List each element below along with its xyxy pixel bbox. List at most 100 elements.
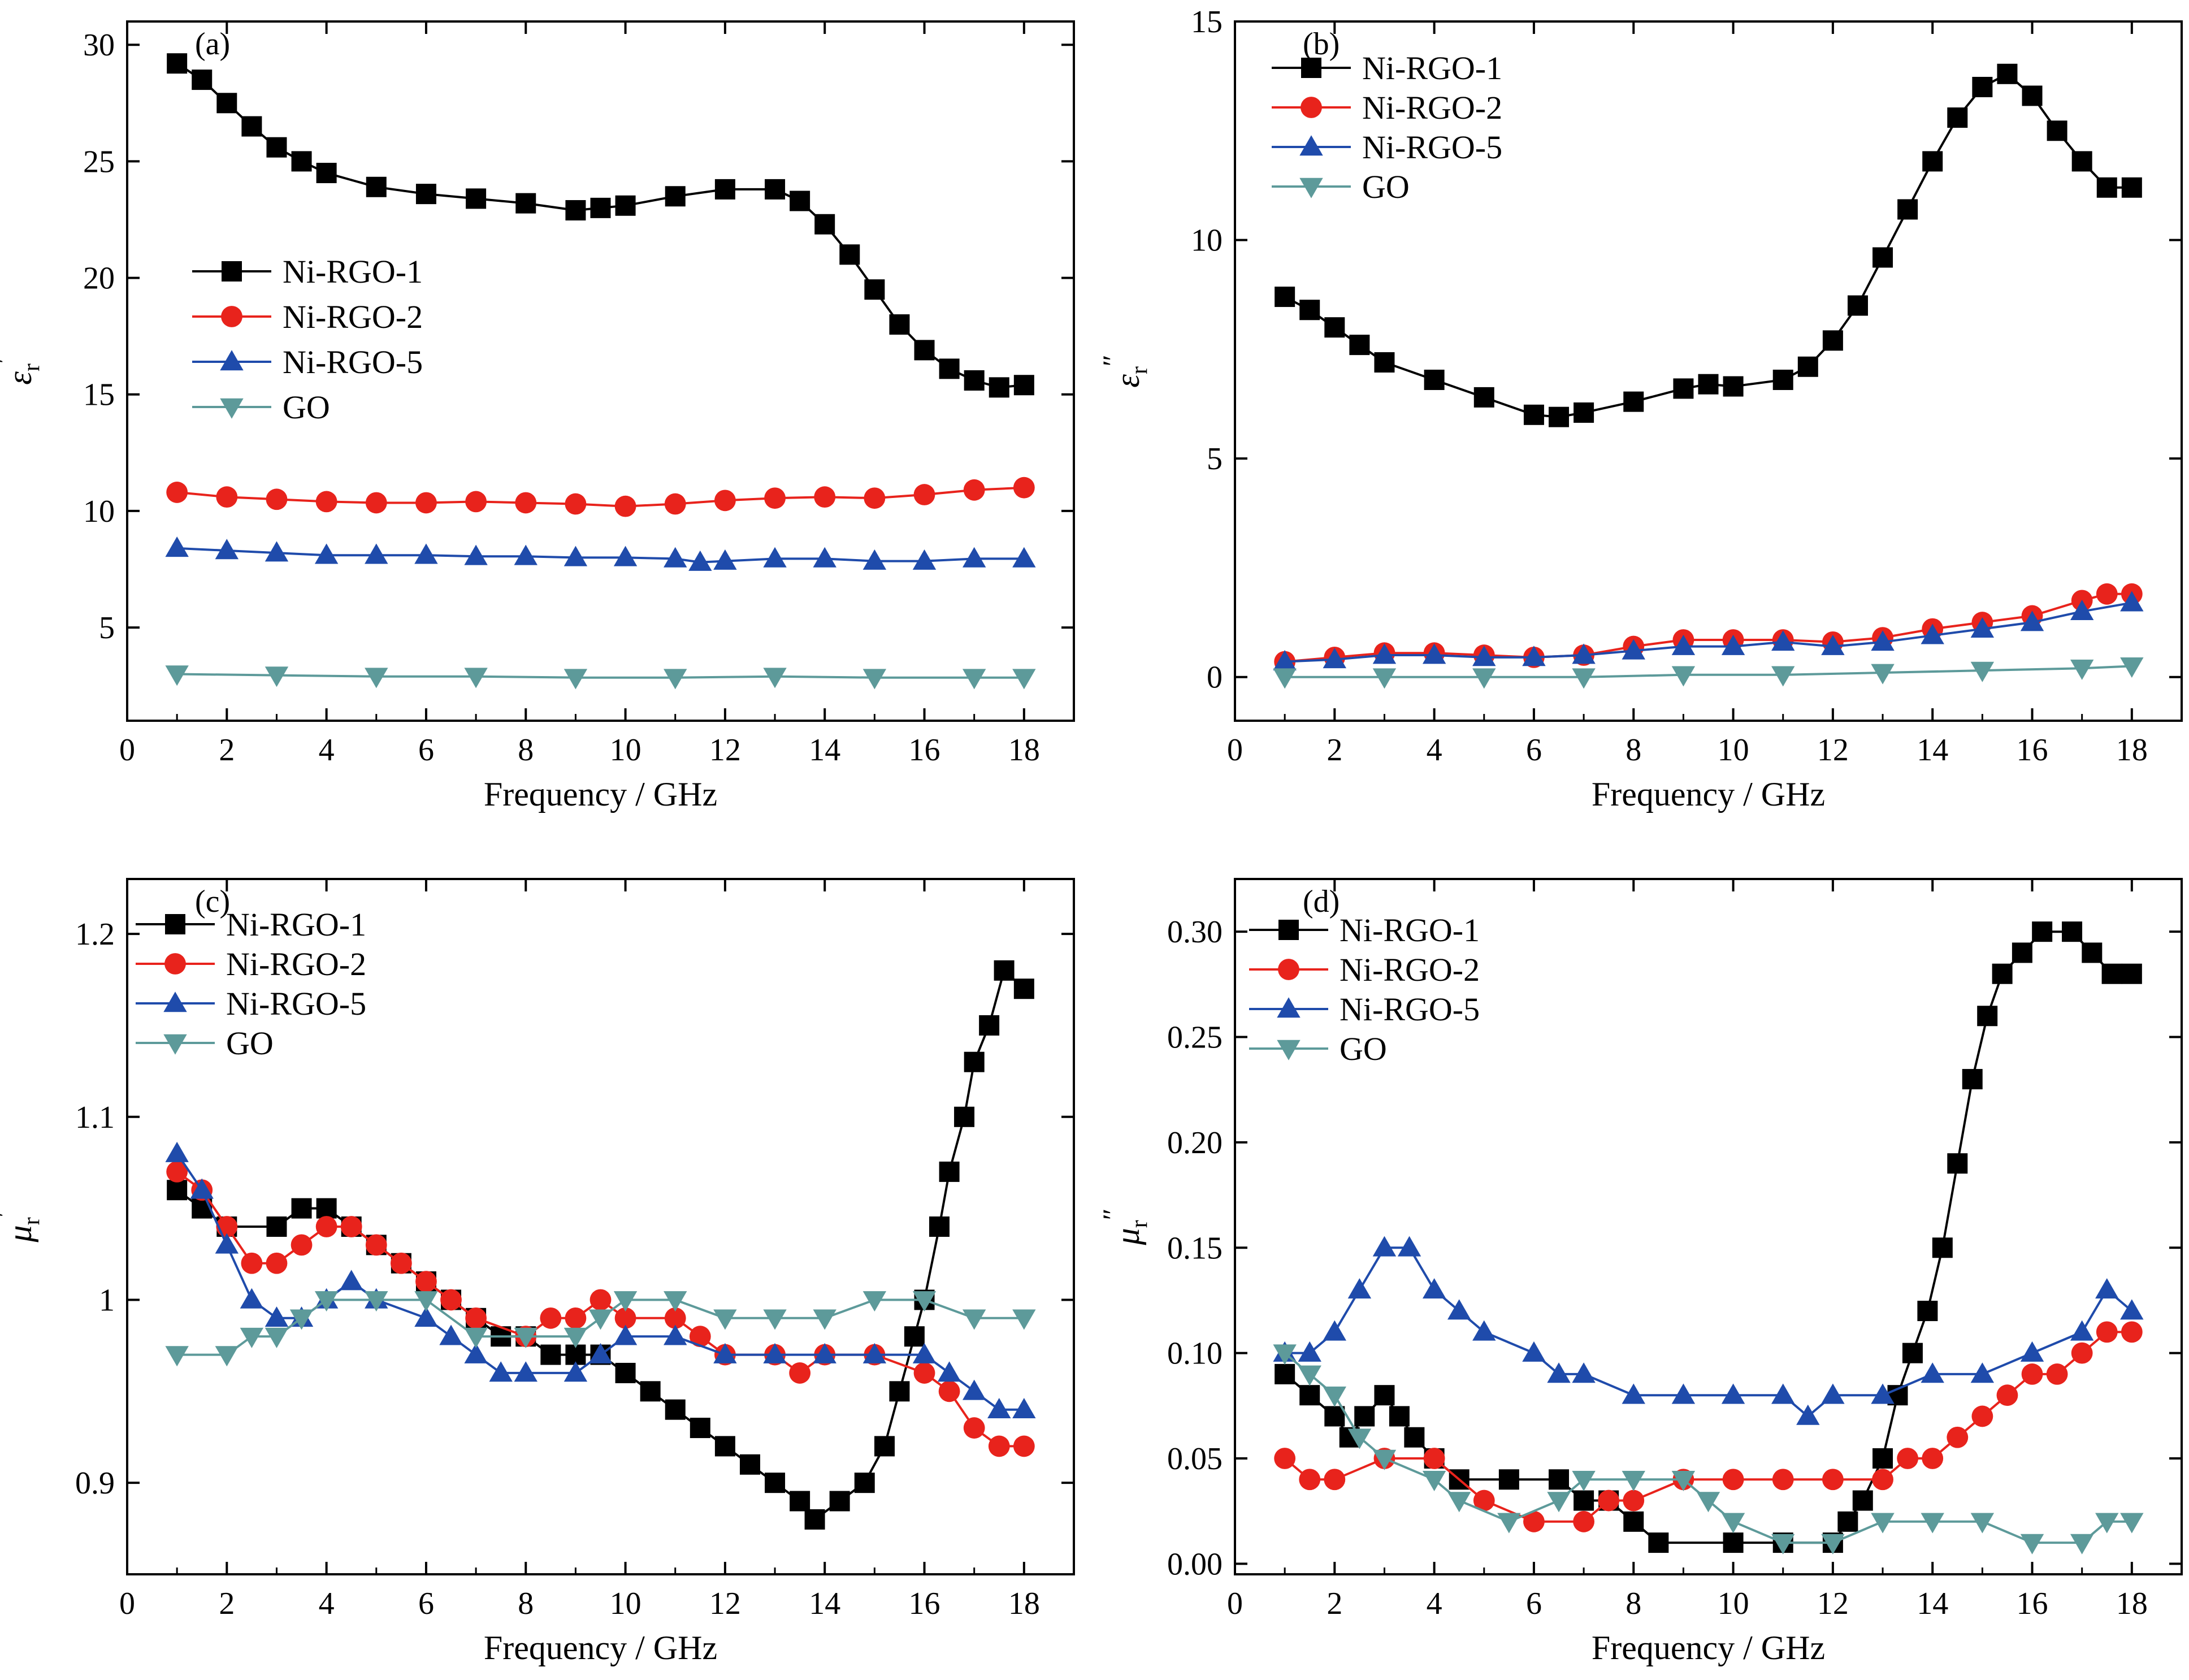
data-point <box>565 1307 587 1329</box>
data-point <box>1947 1426 1969 1448</box>
x-tick-label: 16 <box>909 1586 940 1621</box>
y-tick-label: 0.20 <box>1167 1125 1223 1161</box>
legend-marker <box>220 398 244 419</box>
y-tick-label: 1.2 <box>75 917 115 952</box>
data-point <box>1324 1469 1346 1491</box>
x-tick-label: 0 <box>1227 1586 1243 1621</box>
data-point <box>1771 666 1795 687</box>
legend-label: Ni-RGO-5 <box>1362 129 1502 166</box>
data-point <box>1872 1469 1893 1491</box>
data-point <box>2082 942 2103 963</box>
x-tick-label: 12 <box>1817 733 1849 768</box>
x-tick-label: 0 <box>119 733 135 768</box>
data-point <box>1696 1492 1720 1513</box>
series-line <box>1285 592 2132 663</box>
data-point <box>440 1289 462 1311</box>
data-point <box>365 1291 388 1312</box>
data-point <box>862 1343 887 1363</box>
series-line <box>1285 601 2132 663</box>
data-point <box>1723 376 1744 397</box>
y-axis-symbol: ε <box>1109 374 1146 388</box>
data-point <box>1473 387 1494 408</box>
data-point <box>1397 1236 1421 1257</box>
series-ni-rgo-2 <box>1274 583 2143 673</box>
data-point <box>1970 1513 1995 1534</box>
data-point <box>1372 1236 1397 1257</box>
x-tick-label: 10 <box>610 733 641 768</box>
x-tick-label: 4 <box>319 1586 335 1621</box>
legend-marker <box>1277 997 1301 1018</box>
x-tick-label: 14 <box>1917 733 1948 768</box>
data-point <box>963 479 985 501</box>
data-point <box>365 492 387 514</box>
legend-entry-ni-rgo-1: Ni-RGO-1 <box>1272 50 1502 86</box>
y-tick-label: 15 <box>1191 5 1223 40</box>
data-point <box>1962 1069 1983 1090</box>
data-point <box>1698 374 1719 395</box>
data-point <box>1013 477 1035 499</box>
legend-label: Ni-RGO-1 <box>226 906 366 943</box>
data-point <box>340 1270 363 1291</box>
legend-marker <box>165 914 185 934</box>
x-tick-label: 8 <box>1626 1586 1641 1621</box>
data-point <box>913 1362 935 1384</box>
series-line <box>1284 1352 2132 1544</box>
plot-frame <box>1234 878 2183 1575</box>
data-point <box>1324 317 1345 338</box>
data-point <box>1623 1511 1644 1532</box>
legend-entry-ni-rgo-1: Ni-RGO-1 <box>192 253 423 290</box>
legend-label: Ni-RGO-5 <box>283 344 423 380</box>
data-point <box>1498 1469 1519 1490</box>
legend-label: GO <box>1362 168 1410 205</box>
data-point <box>315 491 337 513</box>
legend-entry-ni-rgo-2: Ni-RGO-2 <box>1249 951 1480 988</box>
x-tick-label: 18 <box>2116 733 2148 768</box>
data-point <box>1523 1510 1545 1532</box>
legend-label: GO <box>283 389 330 426</box>
data-point <box>813 1309 836 1330</box>
data-point <box>240 1288 264 1309</box>
y-axis-symbol: μ <box>1 1225 38 1242</box>
data-point <box>466 188 487 209</box>
x-axis-label: Frequency / GHz <box>484 776 717 813</box>
y-axis-label: μr′ <box>0 1211 45 1242</box>
data-point <box>914 340 935 361</box>
y-tick-label: 30 <box>83 28 115 63</box>
legend-entry-go: GO <box>136 1025 274 1062</box>
data-point <box>165 1141 189 1162</box>
data-point <box>2071 1342 2093 1364</box>
y-axis-subscript: r <box>1126 366 1152 374</box>
data-point <box>167 1180 188 1201</box>
data-point <box>813 1343 836 1363</box>
x-tick-label: 14 <box>809 1586 840 1621</box>
y-axis-subscript: r <box>19 1217 45 1225</box>
data-point <box>1721 1383 1745 1404</box>
data-point <box>813 547 836 568</box>
data-point <box>1673 378 1694 399</box>
y-axis-label: μr″ <box>1096 1209 1152 1246</box>
x-tick-label: 10 <box>610 1586 641 1621</box>
data-point <box>464 544 488 565</box>
data-point <box>937 1361 961 1382</box>
data-point <box>1847 295 1868 316</box>
x-tick-label: 6 <box>418 733 434 768</box>
data-point <box>515 193 536 214</box>
data-point <box>664 547 687 568</box>
series-ni-rgo-1 <box>1275 63 2142 427</box>
legend: Ni-RGO-1Ni-RGO-2Ni-RGO-5GO <box>136 906 366 1062</box>
series-ni-rgo-5 <box>165 536 1036 571</box>
data-point <box>265 666 289 687</box>
data-point <box>1572 643 1596 664</box>
x-tick-label: 0 <box>119 1586 135 1621</box>
data-point <box>613 1291 638 1312</box>
data-point <box>1871 1513 1895 1534</box>
legend-entry-ni-rgo-5: Ni-RGO-5 <box>192 344 423 380</box>
data-point <box>614 495 636 517</box>
data-point <box>1772 1469 1794 1491</box>
y-tick-label: 0.25 <box>1167 1020 1223 1055</box>
data-point <box>1422 643 1446 664</box>
data-point <box>215 1346 239 1367</box>
data-point <box>165 1346 189 1367</box>
data-point <box>613 545 638 566</box>
